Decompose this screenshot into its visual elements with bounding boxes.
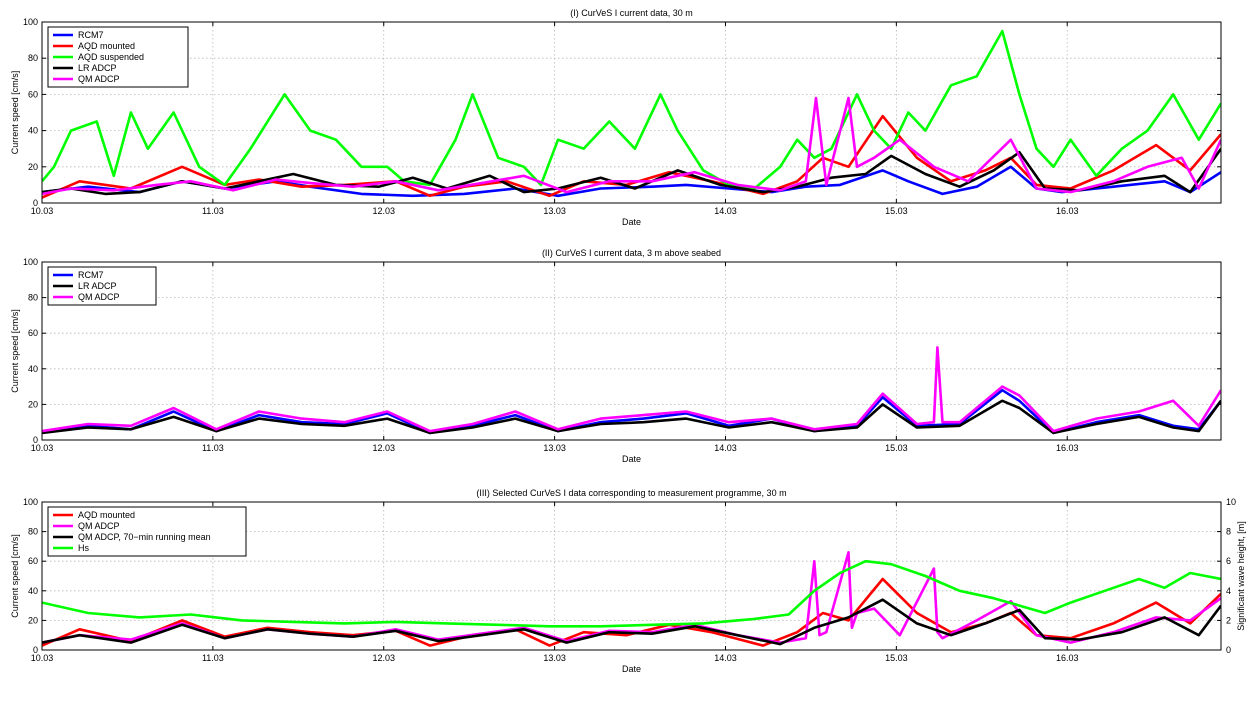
x-tick-label: 14.03 bbox=[714, 206, 737, 216]
series-line-hs bbox=[42, 559, 1221, 628]
y-tick-label: 0 bbox=[33, 645, 38, 655]
y-tick-label: 80 bbox=[28, 53, 38, 63]
legend-label: RCM7 bbox=[78, 30, 104, 40]
y-axis-label: Current speed [cm/s] bbox=[10, 309, 20, 393]
series-line-aqd-suspended bbox=[42, 29, 1221, 190]
y-tick-label: 100 bbox=[23, 17, 38, 27]
y-tick-label: 80 bbox=[28, 293, 38, 303]
y-tick-label: 40 bbox=[28, 586, 38, 596]
series-line-qm-adcp-70-min-running-mean bbox=[42, 598, 1221, 646]
legend-label: AQD mounted bbox=[78, 41, 135, 51]
x-tick-label: 11.03 bbox=[202, 443, 224, 453]
legend-box bbox=[47, 26, 189, 88]
legend-label: AQD suspended bbox=[78, 52, 144, 62]
y-tick-label: 0 bbox=[33, 435, 38, 445]
x-tick-label: 16.03 bbox=[1056, 653, 1079, 663]
x-tick-label: 16.03 bbox=[1056, 443, 1079, 453]
panel-2-current-3m-above-seabed: 10.03 11.03 12.03 13.03 14.03 15.03 16.03 0 20 40… bbox=[10, 248, 1222, 464]
y-right-tick-label: 2 bbox=[1226, 615, 1231, 625]
x-tick-label: 11.03 bbox=[202, 206, 224, 216]
x-tick-label: 15.03 bbox=[885, 206, 908, 216]
y-right-tick-label: 8 bbox=[1226, 527, 1231, 537]
chart-title: (II) CurVeS I current data, 3 m above se… bbox=[542, 248, 721, 258]
y-tick-label: 60 bbox=[28, 556, 38, 566]
series-line-qm-adcp bbox=[42, 346, 1221, 433]
y-right-tick-label: 0 bbox=[1226, 645, 1231, 655]
legend-label: LR ADCP bbox=[78, 281, 117, 291]
plot-area bbox=[42, 262, 1221, 440]
chart-title: (I) CurVeS I current data, 30 m bbox=[570, 8, 693, 18]
y-tick-label: 60 bbox=[28, 89, 38, 99]
y-right-axis-label: Significant wave height, [m] bbox=[1236, 521, 1246, 631]
y-tick-label: 100 bbox=[23, 257, 38, 267]
y-right-tick-label: 10 bbox=[1226, 497, 1236, 507]
series-group bbox=[42, 29, 1221, 199]
x-tick-label: 14.03 bbox=[714, 443, 737, 453]
y-tick-label: 20 bbox=[28, 399, 38, 409]
y-axis-label: Current speed [cm/s] bbox=[10, 71, 20, 155]
x-axis-label: Date bbox=[622, 664, 641, 674]
y-tick-label: 20 bbox=[28, 162, 38, 172]
axes-frame bbox=[41, 501, 1222, 651]
x-tick-label: 12.03 bbox=[372, 206, 395, 216]
legend-label: AQD mounted bbox=[78, 510, 135, 520]
x-tick-label: 10.03 bbox=[31, 206, 54, 216]
series-group bbox=[42, 346, 1221, 435]
y-tick-label: 100 bbox=[23, 497, 38, 507]
y-right-tick-label: 4 bbox=[1226, 586, 1231, 596]
x-axis-label: Date bbox=[622, 454, 641, 464]
x-tick-label: 14.03 bbox=[714, 653, 737, 663]
y-right-tick-label: 6 bbox=[1226, 556, 1231, 566]
x-axis-label: Date bbox=[622, 217, 641, 227]
x-tick-label: 15.03 bbox=[885, 653, 908, 663]
axes-frame bbox=[41, 261, 1222, 441]
series-group bbox=[42, 551, 1221, 647]
y-tick-label: 80 bbox=[28, 527, 38, 537]
y-tick-label: 60 bbox=[28, 328, 38, 338]
x-tick-label: 13.03 bbox=[543, 443, 566, 453]
series-line-qm-adcp bbox=[42, 96, 1221, 196]
x-tick-label: 13.03 bbox=[543, 653, 566, 663]
legend-label: RCM7 bbox=[78, 270, 104, 280]
y-tick-label: 40 bbox=[28, 364, 38, 374]
chart-title: (III) Selected CurVeS I data correspondi… bbox=[476, 488, 786, 498]
legend-label: Hs bbox=[78, 543, 89, 553]
legend-label: LR ADCP bbox=[78, 63, 117, 73]
x-tick-label: 12.03 bbox=[372, 443, 395, 453]
x-tick-label: 10.03 bbox=[31, 653, 54, 663]
legend-label: QM ADCP bbox=[78, 521, 120, 531]
y-tick-label: 20 bbox=[28, 615, 38, 625]
x-tick-label: 15.03 bbox=[885, 443, 908, 453]
legend-box bbox=[47, 506, 247, 557]
legend-label: QM ADCP bbox=[78, 74, 120, 84]
panel-1-current-30m: 10.03 11.03 12.03 13.03 14.03 15.03 16.03 0 20 40… bbox=[10, 8, 1222, 227]
series-line-lr-adcp bbox=[42, 399, 1221, 435]
x-tick-label: 11.03 bbox=[202, 653, 224, 663]
y-tick-label: 40 bbox=[28, 126, 38, 136]
x-tick-label: 12.03 bbox=[372, 653, 395, 663]
x-tick-label: 10.03 bbox=[31, 443, 54, 453]
plot-area bbox=[42, 22, 1221, 203]
x-tick-label: 13.03 bbox=[543, 206, 566, 216]
panel-3-selected-data-30m: 10.03 11.03 12.03 13.03 14.03 15.03 16.0302040… bbox=[10, 488, 1246, 674]
y-tick-label: 0 bbox=[33, 198, 38, 208]
legend-label: QM ADCP bbox=[78, 292, 120, 302]
axes-frame bbox=[41, 21, 1222, 204]
legend-label: QM ADCP, 70−min running mean bbox=[78, 532, 211, 542]
y-axis-label: Current speed [cm/s] bbox=[10, 534, 20, 618]
x-tick-label: 16.03 bbox=[1056, 206, 1079, 216]
